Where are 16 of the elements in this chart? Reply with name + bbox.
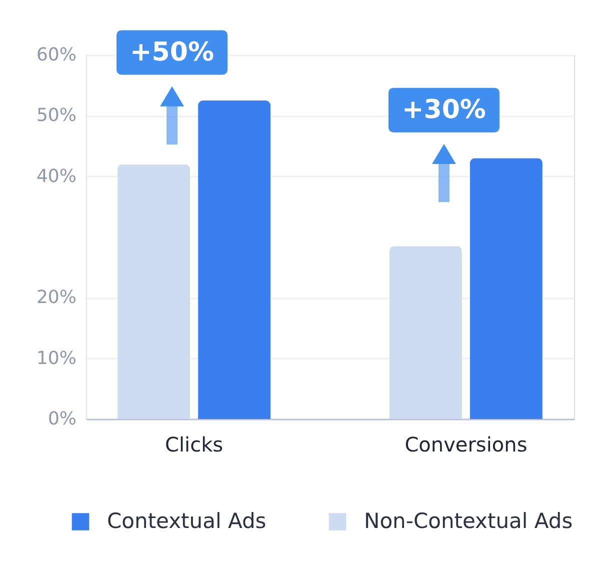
y-tick-label: 10% xyxy=(36,348,76,369)
y-tick-label: 0% xyxy=(48,408,76,430)
y-tick-label: 60% xyxy=(36,44,76,66)
bar xyxy=(198,100,271,419)
annotation: +50% xyxy=(130,38,214,68)
x-tick-label: Conversions xyxy=(404,432,528,456)
y-tick-label: 50% xyxy=(36,105,76,126)
y-tick-label: 20% xyxy=(36,287,76,308)
y-tick-label: 40% xyxy=(36,166,76,187)
bar xyxy=(118,164,190,419)
bar xyxy=(389,246,462,419)
bar xyxy=(470,158,542,419)
legend-label: Contextual Ads xyxy=(107,508,266,533)
legend-label: Non-Contextual Ads xyxy=(364,508,573,533)
annotation: +30% xyxy=(402,95,486,126)
x-tick-label: Clicks xyxy=(164,432,224,456)
